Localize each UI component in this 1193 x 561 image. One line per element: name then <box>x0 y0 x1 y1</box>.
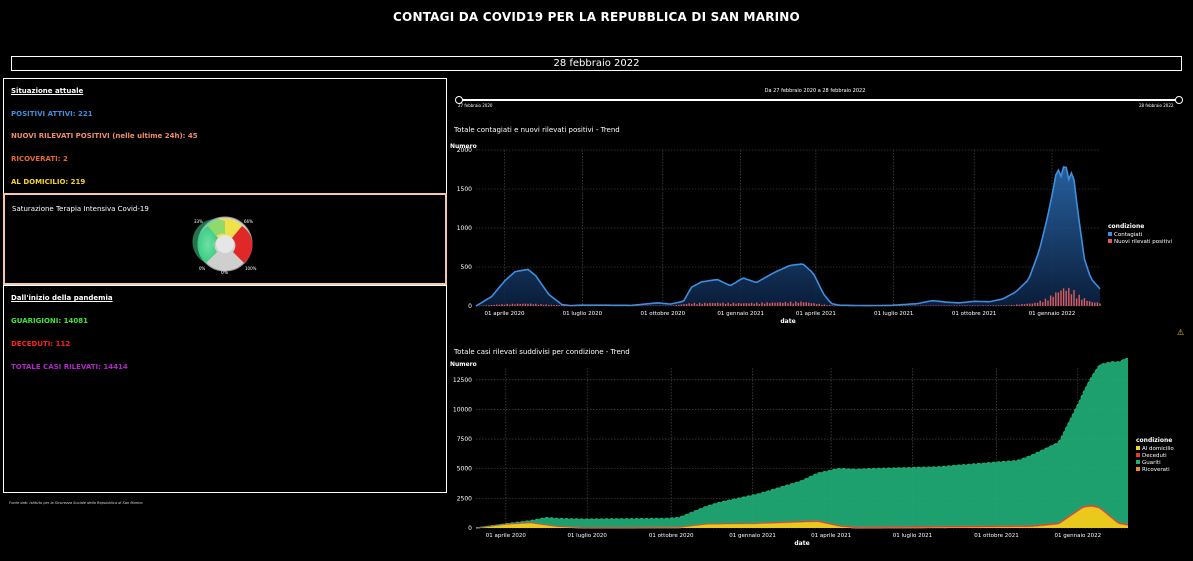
legend-swatch <box>1136 467 1140 471</box>
area-guariti <box>476 358 1128 528</box>
y-tick-label: 1000 <box>457 225 472 232</box>
gauge-tick-66: 66% <box>244 219 253 224</box>
legend-label: Deceduti <box>1142 453 1167 459</box>
y-tick-label: 10000 <box>453 406 472 413</box>
y-tick-label: 12500 <box>453 377 472 384</box>
x-tick-label: 01 gennaio 2022 <box>1055 533 1102 539</box>
recovered-stat: GUARIGIONI: 14081 <box>11 317 88 325</box>
gauge-hub <box>216 235 234 253</box>
y-tick-label: 7500 <box>457 436 472 443</box>
legend-label: Ricoverati <box>1142 467 1170 473</box>
y-tick-label: 1500 <box>457 186 472 193</box>
gauge-tick-100: 100% <box>245 266 257 271</box>
y-axis-label: Numero <box>450 361 477 368</box>
legend-swatch <box>1108 239 1112 243</box>
line-contagiati <box>475 165 1101 307</box>
y-tick-label: 5000 <box>457 466 472 473</box>
date-range-start-label: 27 febbraio 2020 <box>458 103 493 108</box>
gauge-tick-33: 33% <box>194 219 203 224</box>
area-al-domicilio <box>476 506 1128 528</box>
legend-label: Contagiati <box>1114 232 1143 238</box>
since-start-panel <box>3 285 447 493</box>
x-tick-label: 01 aprile 2021 <box>811 533 851 539</box>
x-tick-label: 01 ottobre 2020 <box>641 311 686 317</box>
active-positives-stat: POSITIVI ATTIVI: 221 <box>11 110 93 118</box>
x-tick-label: 01 luglio 2021 <box>893 533 932 539</box>
x-tick-label: 01 gennaio 2022 <box>1029 311 1076 317</box>
y-tick-label: 500 <box>461 264 473 271</box>
x-tick-label: 01 ottobre 2021 <box>952 311 997 317</box>
home-isolation-stat: AL DOMICILIO: 219 <box>11 178 86 186</box>
source-note: Fonte dati: Istituto per la Sicurezza So… <box>9 501 143 505</box>
date-range-slider-track[interactable] <box>459 99 1179 101</box>
x-tick-label: 01 aprile 2020 <box>486 533 527 539</box>
page-title: CONTAGI DA COVID19 PER LA REPUBBLICA DI … <box>393 10 800 24</box>
x-axis-label: date <box>794 540 809 547</box>
current-date-display: 28 febbraio 2022 <box>11 56 1182 71</box>
icu-saturation-panel <box>3 193 447 285</box>
y-tick-label: 2500 <box>457 495 472 502</box>
icu-gauge: 0% 33% 66% 100% 0% <box>192 216 257 276</box>
icu-saturation-title: Saturazione Terapia Intensiva Covid-19 <box>12 205 149 213</box>
legend-swatch <box>1108 232 1112 236</box>
date-range-label: Da 27 febbraio 2020 a 28 febbraio 2022 <box>764 88 866 94</box>
legend-label: Guariti <box>1142 460 1161 466</box>
x-tick-label: 01 gennaio 2021 <box>717 311 764 317</box>
cases-by-condition-chart[interactable]: 0 2500 5000 7500 10000 12500 01 aprile 2020 01 … <box>440 358 1190 558</box>
x-tick-label: 01 ottobre 2021 <box>974 533 1019 539</box>
cases-by-condition-chart-title: Totale casi rilevati suddivisi per condi… <box>454 348 630 356</box>
legend-swatch <box>1136 446 1140 450</box>
y-axis-label: Numero <box>450 143 477 150</box>
gauge-value-label: 0% <box>221 270 229 276</box>
new-positives-stat: NUOVI RILEVATI POSITIVI (nelle ultime 24… <box>11 132 198 140</box>
gauge-tick-0: 0% <box>199 266 206 271</box>
x-tick-label: 01 luglio 2020 <box>563 311 603 317</box>
x-tick-label: 01 aprile 2020 <box>485 311 526 317</box>
hospitalized-stat: RICOVERATI: 2 <box>11 155 68 163</box>
x-tick-label: 01 gennaio 2021 <box>729 533 776 539</box>
x-tick-label: 01 ottobre 2020 <box>649 533 694 539</box>
line-guariti <box>475 358 1128 529</box>
current-situation-title: Situazione attuale <box>11 87 84 95</box>
x-tick-label: 01 aprile 2021 <box>796 311 836 317</box>
gauge-band-red <box>232 226 253 263</box>
legend-title: condizione <box>1108 223 1144 230</box>
legend-swatch <box>1136 460 1140 464</box>
gauge-value-fill <box>192 218 225 263</box>
legend-title: condizione <box>1136 437 1172 444</box>
warning-icon: ⚠ <box>1177 328 1185 337</box>
deaths-stat: DECEDUTI: 112 <box>11 340 71 348</box>
since-start-title: Dall'inizio della pandemia <box>11 294 113 302</box>
legend-label: Al domicilio <box>1142 446 1174 452</box>
date-range-end-handle[interactable] <box>1175 96 1183 104</box>
y-tick-label: 0 <box>468 303 472 310</box>
date-range-start-handle[interactable] <box>455 96 463 104</box>
x-tick-label: 01 luglio 2020 <box>567 533 607 539</box>
trend-chart-title: Totale contagiati e nuovi rilevati posit… <box>454 126 620 134</box>
legend-swatch <box>1136 453 1140 457</box>
y-tick-label: 2000 <box>457 147 472 154</box>
date-range-end-label: 28 febbraio 2022 <box>1139 103 1174 108</box>
x-tick-label: 01 luglio 2021 <box>874 311 913 317</box>
total-cases-stat: TOTALE CASI RILEVATI: 14414 <box>11 363 128 371</box>
trend-chart[interactable]: 0 500 1000 1500 2000 01 aprile 2020 01 luglio … <box>440 136 1190 332</box>
area-contagiati <box>476 166 1100 306</box>
y-tick-label: 0 <box>468 525 472 532</box>
x-axis-label: date <box>780 318 795 325</box>
legend-label: Nuovi rilevati positivi <box>1114 239 1172 245</box>
